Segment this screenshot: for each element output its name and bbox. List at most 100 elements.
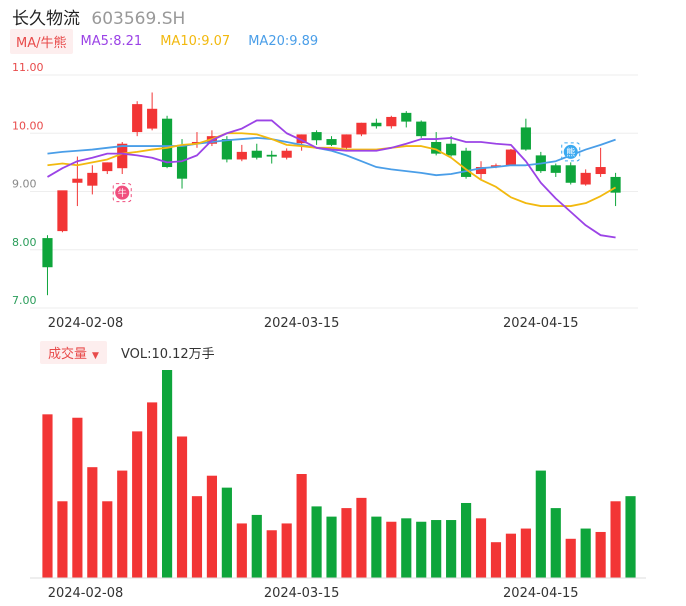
volume-bar[interactable] bbox=[625, 496, 636, 578]
volume-bar[interactable] bbox=[610, 501, 621, 578]
volume-bar[interactable] bbox=[161, 370, 173, 578]
volume-bar[interactable] bbox=[72, 417, 83, 578]
candle[interactable] bbox=[446, 143, 457, 156]
candle[interactable] bbox=[266, 154, 277, 157]
candle[interactable] bbox=[281, 150, 292, 158]
volume-indicator-label: 成交量 bbox=[48, 346, 88, 362]
volume-bar[interactable] bbox=[460, 502, 472, 578]
volume-bar[interactable] bbox=[42, 414, 53, 578]
volume-bar[interactable] bbox=[117, 470, 128, 578]
candle[interactable] bbox=[460, 150, 472, 177]
candle[interactable] bbox=[580, 172, 591, 185]
candle[interactable] bbox=[371, 122, 382, 127]
bear-marker-label: 熊 bbox=[566, 146, 575, 158]
volume-bar[interactable] bbox=[595, 531, 606, 578]
bear-marker-frame bbox=[561, 142, 581, 162]
volume-bar[interactable] bbox=[191, 496, 203, 578]
date-tick-label: 2024-03-15 bbox=[264, 316, 340, 331]
volume-bar[interactable] bbox=[475, 518, 487, 578]
candle[interactable] bbox=[296, 134, 307, 144]
volume-bar[interactable] bbox=[221, 487, 232, 578]
price-tick-label: 10.00 bbox=[12, 119, 44, 132]
ma-legend: MA/牛熊 MA5:8.21 MA10:9.07 MA20:9.89 bbox=[10, 28, 336, 54]
ma-indicator-selector[interactable]: MA/牛熊 bbox=[10, 28, 73, 54]
volume-bar[interactable] bbox=[132, 431, 143, 578]
volume-bar[interactable] bbox=[57, 501, 68, 578]
volume-bar[interactable] bbox=[251, 514, 262, 578]
volume-value: VOL:10.12万手 bbox=[120, 346, 215, 362]
candle[interactable] bbox=[341, 134, 352, 148]
volume-bar[interactable] bbox=[311, 506, 322, 578]
candle[interactable] bbox=[326, 139, 337, 145]
candle[interactable] bbox=[42, 238, 53, 268]
volume-date-tick-label: 2024-02-08 bbox=[48, 586, 124, 601]
candle[interactable] bbox=[401, 112, 412, 122]
bull-marker-icon bbox=[115, 185, 130, 200]
volume-bar[interactable] bbox=[401, 518, 412, 578]
price-tick-label: 8.00 bbox=[12, 236, 37, 249]
stock-name: 长久物流 bbox=[12, 9, 80, 29]
candle[interactable] bbox=[475, 167, 487, 175]
dropdown-arrow-icon: ▼ bbox=[92, 350, 99, 361]
volume-bar[interactable] bbox=[266, 530, 277, 578]
ma20-line bbox=[47, 137, 616, 177]
candle[interactable] bbox=[161, 118, 173, 168]
candle[interactable] bbox=[550, 165, 561, 173]
candle[interactable] bbox=[505, 149, 517, 166]
candle[interactable] bbox=[132, 104, 143, 133]
candle[interactable] bbox=[595, 167, 606, 175]
volume-bar[interactable] bbox=[341, 508, 352, 578]
volume-bar[interactable] bbox=[565, 538, 576, 578]
volume-bar[interactable] bbox=[490, 542, 502, 578]
volume-bar[interactable] bbox=[550, 508, 561, 578]
candle[interactable] bbox=[87, 172, 98, 186]
ma20-label: MA20:9.89 bbox=[248, 33, 319, 49]
volume-bar[interactable] bbox=[236, 523, 247, 578]
candle[interactable] bbox=[117, 143, 128, 169]
candle[interactable] bbox=[311, 132, 322, 141]
candle[interactable] bbox=[520, 127, 531, 150]
date-tick-label: 2024-04-15 bbox=[503, 316, 579, 331]
volume-bar[interactable] bbox=[356, 497, 367, 578]
volume-bar[interactable] bbox=[371, 516, 382, 578]
volume-bar[interactable] bbox=[535, 470, 546, 578]
candle[interactable] bbox=[565, 165, 576, 183]
volume-bar[interactable] bbox=[176, 436, 188, 578]
volume-bar[interactable] bbox=[416, 521, 427, 578]
candle[interactable] bbox=[57, 190, 68, 232]
candle[interactable] bbox=[147, 108, 158, 129]
price-tick-label: 9.00 bbox=[12, 178, 37, 191]
candle[interactable] bbox=[251, 150, 262, 158]
candle[interactable] bbox=[610, 176, 621, 193]
candle[interactable] bbox=[72, 178, 83, 183]
volume-bar[interactable] bbox=[431, 520, 442, 578]
volume-date-tick-label: 2024-04-15 bbox=[503, 586, 579, 601]
volume-bar[interactable] bbox=[386, 521, 397, 578]
price-tick-label: 11.00 bbox=[12, 61, 44, 74]
volume-bar[interactable] bbox=[281, 523, 292, 578]
candle[interactable] bbox=[416, 121, 427, 137]
volume-bar[interactable] bbox=[102, 501, 113, 578]
volume-bar[interactable] bbox=[505, 533, 517, 578]
volume-bar[interactable] bbox=[296, 474, 307, 578]
candle[interactable] bbox=[102, 162, 113, 172]
volume-bar[interactable] bbox=[147, 402, 158, 578]
stock-title: 长久物流 603569.SH bbox=[12, 4, 185, 29]
bear-marker-icon bbox=[563, 144, 578, 159]
volume-indicator-dropdown[interactable]: 成交量 ▼ bbox=[40, 340, 107, 364]
candle[interactable] bbox=[490, 165, 502, 167]
ma5-line bbox=[47, 119, 616, 239]
candle[interactable] bbox=[221, 139, 232, 160]
volume-bar[interactable] bbox=[520, 528, 531, 578]
volume-bar[interactable] bbox=[446, 520, 457, 578]
volume-bar[interactable] bbox=[580, 528, 591, 578]
volume-bar[interactable] bbox=[87, 467, 98, 578]
volume-bar[interactable] bbox=[206, 475, 218, 578]
bull-marker-frame bbox=[112, 183, 132, 203]
volume-bar[interactable] bbox=[326, 516, 337, 578]
candle[interactable] bbox=[356, 122, 367, 135]
candle[interactable] bbox=[431, 141, 442, 154]
candle[interactable] bbox=[386, 116, 397, 127]
candle[interactable] bbox=[236, 151, 247, 160]
